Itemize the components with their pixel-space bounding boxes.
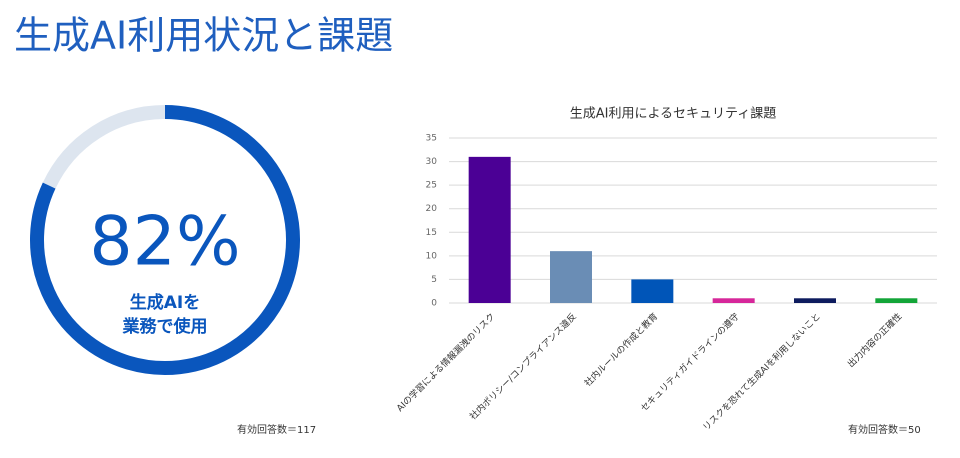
bar [875,298,918,303]
note: 有効回答数＝50 [848,423,921,436]
chart-title: 生成AI利用によるセキュリティ課題 [570,106,777,122]
y-tick-label: 30 [426,157,438,167]
x-tick-label: AIの学習による情報漏洩のリスク [394,310,498,414]
center-label: 業務で使用 [123,316,208,337]
center-value: 82% [89,203,240,282]
y-tick-label: 20 [426,204,438,214]
y-tick-label: 15 [426,228,437,238]
bar [794,298,836,303]
y-tick-label: 10 [426,251,438,261]
bar [712,298,755,303]
y-tick-label: 25 [426,181,437,191]
note: 有効回答数＝117 [237,423,316,436]
y-tick-label: 35 [426,134,437,144]
x-tick-label: セキュリティガイドラインの遵守 [638,310,742,414]
bar [468,156,511,303]
donut-segment [42,105,166,189]
y-tick-label: 5 [431,275,437,285]
x-tick-label: 社内ルールの作成と教育 [582,310,660,388]
y-tick-label: 0 [431,299,437,309]
x-tick-label: 出力内容の正確性 [845,310,904,369]
bar [631,279,674,303]
center-label: 生成AIを [130,292,200,313]
bar [550,251,592,303]
slide-title: 生成AI利用状況と課題 [14,14,393,58]
donut-segment [30,105,300,375]
